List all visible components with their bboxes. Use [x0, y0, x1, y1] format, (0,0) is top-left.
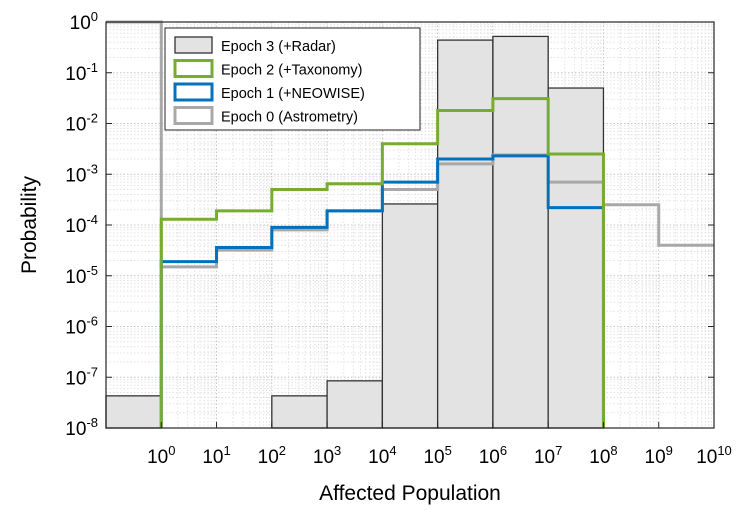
y-tick-labels: 100 10-1 10-2 10-3 10-4 10-5 10-6 10-7 10-8 — [65, 9, 98, 440]
y-tick-label: 10-2 — [65, 111, 98, 136]
x-tick-label: 102 — [258, 443, 286, 468]
x-tick-label: 108 — [589, 443, 617, 468]
y-tick-label: 10-5 — [65, 263, 98, 288]
bar-epoch3-bin-5 — [381, 203, 439, 429]
x-tick-label: 109 — [645, 443, 673, 468]
bar-epoch3-bin-3 — [271, 395, 328, 429]
y-tick-label: 10-8 — [65, 415, 98, 440]
y-tick-label: 10-3 — [65, 161, 98, 186]
bar-epoch3-bin-0 — [105, 395, 162, 429]
x-tick-label: 104 — [368, 443, 396, 468]
tick-marks — [106, 21, 715, 429]
legend: Epoch 3 (+Radar) Epoch 2 (+Taxonomy) Epoch… — [164, 27, 421, 131]
bar-epoch3-bin-8 — [547, 87, 605, 429]
x-tick-labels: 100 101 102 103 104 105 106 107 108 109 1010 — [147, 443, 732, 468]
bar-epoch3-bin-7 — [492, 35, 549, 429]
legend-label-epoch-1-neowise: Epoch 1 (+NEOWISE) — [221, 86, 365, 102]
x-tick-label: 100 — [147, 443, 175, 468]
y-tick-label: 10-6 — [65, 314, 98, 339]
legend-label-epoch-3-radar: Epoch 3 (+Radar) — [221, 39, 336, 55]
series-line-epoch-1-neowise — [159, 154, 605, 428]
x-tick-label: 106 — [479, 443, 507, 468]
legend-swatch-epoch-2-taxonomy — [173, 59, 214, 78]
x-tick-label: 103 — [313, 443, 341, 468]
legend-swatch-epoch-0-astrometry — [173, 106, 214, 125]
y-tick-label: 10-1 — [65, 60, 98, 85]
x-tick-label: 107 — [534, 443, 562, 468]
legend-swatch-epoch-3-radar — [174, 36, 213, 54]
legend-label-epoch-0-astrometry: Epoch 0 (Astrometry) — [221, 110, 358, 126]
x-axis-label: Affected Population — [319, 482, 501, 505]
y-axis-label: Probability — [18, 175, 41, 274]
x-tick-label: 105 — [423, 443, 451, 468]
x-tick-label: 1010 — [696, 443, 732, 468]
series-lines — [106, 20, 714, 428]
y-tick-label: 10-4 — [65, 212, 98, 237]
bar-epoch3-bin-6 — [436, 39, 494, 429]
legend-label-epoch-2-taxonomy: Epoch 2 (+Taxonomy) — [221, 63, 362, 79]
bars — [105, 35, 605, 429]
legend-swatch-epoch-1-neowise — [173, 82, 214, 102]
series-line-epoch-2-taxonomy — [159, 97, 605, 428]
bar-epoch3-bin-4 — [326, 380, 384, 429]
y-tick-label: 10-7 — [65, 364, 98, 389]
x-tick-label: 101 — [202, 443, 230, 468]
y-tick-label: 100 — [70, 9, 98, 34]
